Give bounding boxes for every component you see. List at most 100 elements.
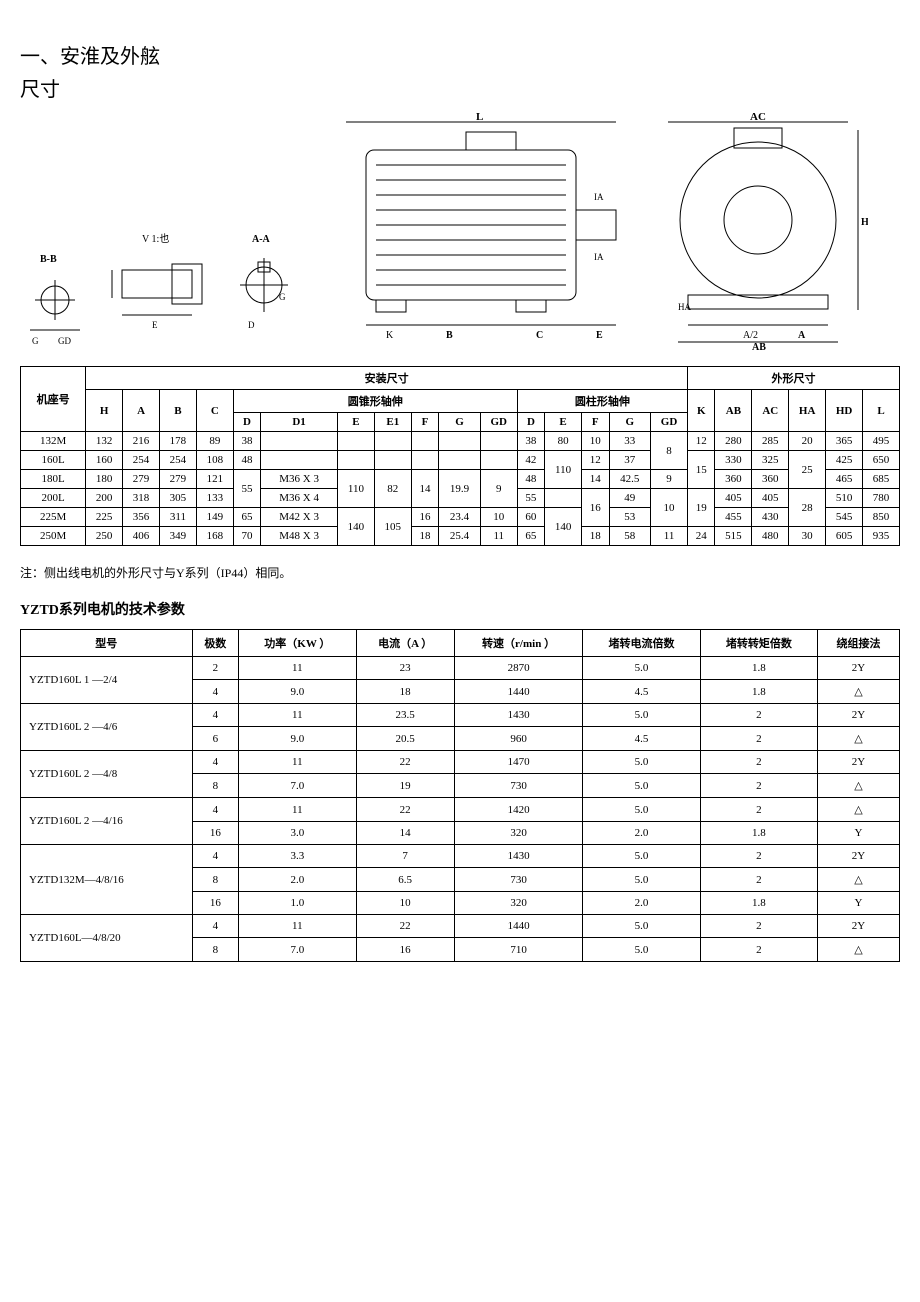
data-cell: △ [818, 727, 900, 751]
model-cell: YZTD160L 1 —2/4 [21, 657, 193, 704]
pt-col-connection: 绕组接法 [818, 630, 900, 657]
data-cell: △ [818, 680, 900, 704]
motor-side-view-diagram: L IA IA K B C E [316, 110, 636, 350]
col-G: G [439, 413, 481, 432]
data-cell: 5.0 [583, 868, 700, 892]
data-cell: 5.0 [583, 915, 700, 938]
data-cell: 4 [192, 845, 239, 868]
pt-col-current: 电流（A ） [356, 630, 454, 657]
sub-cone: 圆锥形轴伸 [233, 390, 517, 413]
col-B: B [159, 390, 196, 432]
data-cell: 9.0 [239, 727, 356, 751]
col-HD: HD [826, 390, 863, 432]
data-cell: 710 [454, 938, 583, 962]
data-cell: 5.0 [583, 798, 700, 822]
table-row: YZTD160L 2 —4/164112214205.02△ [21, 798, 900, 822]
shaft-detail-diagram: V 1:也 E [102, 230, 212, 350]
col-AB: AB [715, 390, 752, 432]
col-E2: E [545, 413, 582, 432]
data-cell: 4 [192, 751, 239, 774]
data-cell: 4.5 [583, 727, 700, 751]
data-cell: 1.8 [700, 822, 817, 845]
data-cell: 11 [239, 798, 356, 822]
data-cell: △ [818, 938, 900, 962]
data-cell: 22 [356, 751, 454, 774]
data-cell: 2 [700, 774, 817, 798]
data-cell: 2 [700, 938, 817, 962]
svg-text:GD: GD [58, 336, 71, 346]
col-GD: GD [480, 413, 517, 432]
data-cell: 7.0 [239, 774, 356, 798]
data-cell: 2 [700, 915, 817, 938]
col-D2: D [517, 413, 544, 432]
data-cell: 4 [192, 704, 239, 727]
table-row: YZTD160L 2 —4/84112214705.022Y [21, 751, 900, 774]
svg-text:E: E [152, 320, 158, 330]
data-cell: 18 [356, 680, 454, 704]
data-cell: 3.0 [239, 822, 356, 845]
data-cell: 5.0 [583, 938, 700, 962]
data-cell: 3.3 [239, 845, 356, 868]
data-cell: 960 [454, 727, 583, 751]
col-G2: G [609, 413, 651, 432]
data-cell: 4 [192, 915, 239, 938]
data-cell: 5.0 [583, 704, 700, 727]
col-C: C [196, 390, 233, 432]
data-cell: 2 [700, 704, 817, 727]
params-table: 型号 极数 功率（KW ） 电流（A ） 转速（r/min ） 堵转电流倍数 堵… [20, 629, 900, 962]
pt-col-power: 功率（KW ） [239, 630, 356, 657]
data-cell: 2Y [818, 704, 900, 727]
model-cell: YZTD132M—4/8/16 [21, 845, 193, 915]
svg-text:E: E [596, 330, 603, 341]
page-heading-line1: 一、安淮及外舷 [20, 40, 900, 69]
dimensions-table: 机座号 安装尺寸 外形尺寸 H A B C 圆锥形轴伸 圆柱形轴伸 K AB A… [20, 366, 900, 546]
data-cell: 4 [192, 798, 239, 822]
col-A: A [123, 390, 160, 432]
col-F: F [411, 413, 438, 432]
data-cell: △ [818, 774, 900, 798]
data-cell: 2 [700, 798, 817, 822]
pt-col-speed: 转速（r/min ） [454, 630, 583, 657]
pt-col-lockedcurrent: 堵转电流倍数 [583, 630, 700, 657]
svg-text:L: L [476, 111, 483, 123]
data-cell: 2 [192, 657, 239, 680]
data-cell: 5.0 [583, 751, 700, 774]
data-cell: 320 [454, 892, 583, 915]
table-row: 160L 160 254 254 108 48 42 110 12 37 15 … [21, 451, 900, 470]
svg-text:B: B [446, 330, 453, 341]
data-cell: 2.0 [583, 822, 700, 845]
data-cell: 1440 [454, 680, 583, 704]
model-cell: YZTD160L 2 —4/8 [21, 751, 193, 798]
col-D: D [233, 413, 260, 432]
group-outline: 外形尺寸 [688, 367, 900, 390]
data-cell: 11 [239, 704, 356, 727]
diagram-row: B-B G GD V 1:也 E A-A D G L [20, 110, 900, 350]
section-bb-diagram: B-B G GD [20, 250, 90, 350]
svg-text:AB: AB [752, 342, 766, 350]
data-cell: 14 [356, 822, 454, 845]
data-cell: 2.0 [239, 868, 356, 892]
table-row: YZTD132M—4/8/1643.3714305.022Y [21, 845, 900, 868]
svg-text:A/2: A/2 [743, 330, 758, 341]
pt-col-lockedtorque: 堵转转矩倍数 [700, 630, 817, 657]
col-AC: AC [752, 390, 789, 432]
table-row: 250M 250 406 349 168 70 M48 X 3 18 25.4 … [21, 527, 900, 546]
svg-text:A: A [798, 330, 806, 341]
data-cell: 9.0 [239, 680, 356, 704]
data-cell: 16 [192, 892, 239, 915]
data-cell: 22 [356, 915, 454, 938]
section-aa-diagram: A-A D G [224, 230, 304, 350]
data-cell: 2Y [818, 915, 900, 938]
data-cell: 7.0 [239, 938, 356, 962]
data-cell: 1440 [454, 915, 583, 938]
data-cell: 1.8 [700, 680, 817, 704]
data-cell: 22 [356, 798, 454, 822]
svg-text:A-A: A-A [252, 234, 271, 245]
svg-text:IA: IA [594, 192, 604, 202]
data-cell: 23.5 [356, 704, 454, 727]
model-cell: YZTD160L 2 —4/6 [21, 704, 193, 751]
svg-text:G: G [279, 292, 286, 302]
data-cell: 1.0 [239, 892, 356, 915]
data-cell: 8 [192, 938, 239, 962]
data-cell: 2 [700, 727, 817, 751]
